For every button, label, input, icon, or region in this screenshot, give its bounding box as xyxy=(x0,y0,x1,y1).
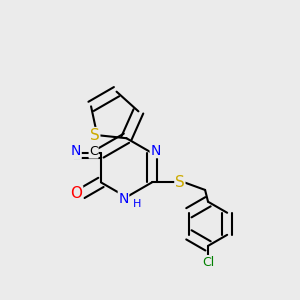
Text: Cl: Cl xyxy=(202,256,214,268)
Text: N: N xyxy=(71,145,81,158)
Text: S: S xyxy=(90,128,100,142)
Text: N: N xyxy=(118,192,129,206)
Text: O: O xyxy=(70,186,83,201)
Text: C: C xyxy=(89,145,98,158)
Text: S: S xyxy=(175,175,185,190)
Text: H: H xyxy=(133,199,141,208)
Text: N: N xyxy=(150,144,161,158)
